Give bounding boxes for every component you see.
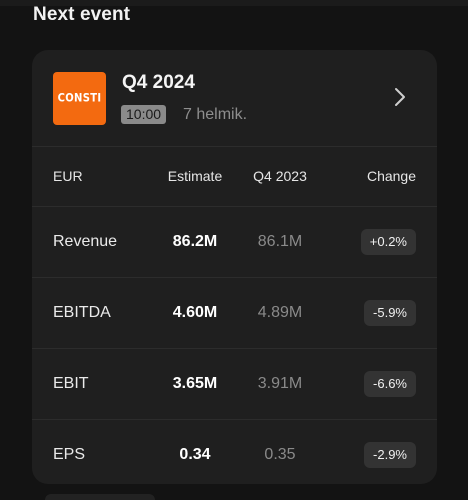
previous-value: 4.89M (257, 304, 303, 321)
divider (32, 206, 437, 207)
estimate-value: 4.60M (172, 304, 218, 321)
column-header-change: Change (366, 168, 416, 184)
change-cell: -5.9% (364, 278, 416, 348)
estimate-value: 86.2M (172, 233, 218, 250)
event-date: 7 helmik. (183, 106, 248, 123)
company-logo-text: CONSTI (57, 92, 102, 105)
previous-value: 86.1M (257, 233, 303, 250)
company-logo: CONSTI (53, 72, 106, 125)
divider (32, 419, 437, 420)
table-header-row: EUR Estimate Q4 2023 Change (32, 146, 437, 206)
next-event-card: CONSTI Q4 2024 10:00 7 helmik. EUR Estim… (32, 50, 437, 484)
column-header-estimate: Estimate (167, 168, 223, 184)
table-row: EPS 0.34 0.35 -2.9% (32, 420, 437, 484)
metric-name: EBIT (53, 375, 89, 392)
change-cell: -6.6% (364, 349, 416, 419)
change-badge: -5.9% (364, 300, 416, 326)
change-badge: -6.6% (364, 371, 416, 397)
next-section-edge (45, 494, 155, 500)
change-cell: +0.2% (360, 207, 416, 277)
event-time-badge: 10:00 (121, 105, 167, 124)
estimate-value: 3.65M (172, 375, 218, 392)
event-title: Q4 2024 (122, 72, 195, 93)
divider (32, 277, 437, 278)
metric-name: EPS (53, 446, 86, 463)
previous-value: 3.91M (257, 375, 303, 392)
table-row: EBITDA 4.60M 4.89M -5.9% (32, 278, 437, 348)
change-badge: -2.9% (364, 442, 416, 468)
section-title: Next event (33, 4, 131, 25)
top-strip (0, 0, 468, 6)
chevron-right-icon[interactable] (390, 87, 410, 107)
divider (32, 348, 437, 349)
metric-name: Revenue (53, 233, 118, 250)
change-cell: -2.9% (364, 420, 416, 484)
table-row: EBIT 3.65M 3.91M -6.6% (32, 349, 437, 419)
previous-value: 0.35 (264, 446, 296, 463)
column-header-currency: EUR (53, 168, 83, 184)
event-header[interactable]: CONSTI Q4 2024 10:00 7 helmik. (32, 50, 437, 146)
divider (32, 146, 437, 147)
change-badge: +0.2% (360, 229, 416, 255)
column-header-previous: Q4 2023 (253, 168, 307, 184)
table-row: Revenue 86.2M 86.1M +0.2% (32, 207, 437, 277)
metric-name: EBITDA (53, 304, 111, 321)
estimate-value: 0.34 (179, 446, 211, 463)
